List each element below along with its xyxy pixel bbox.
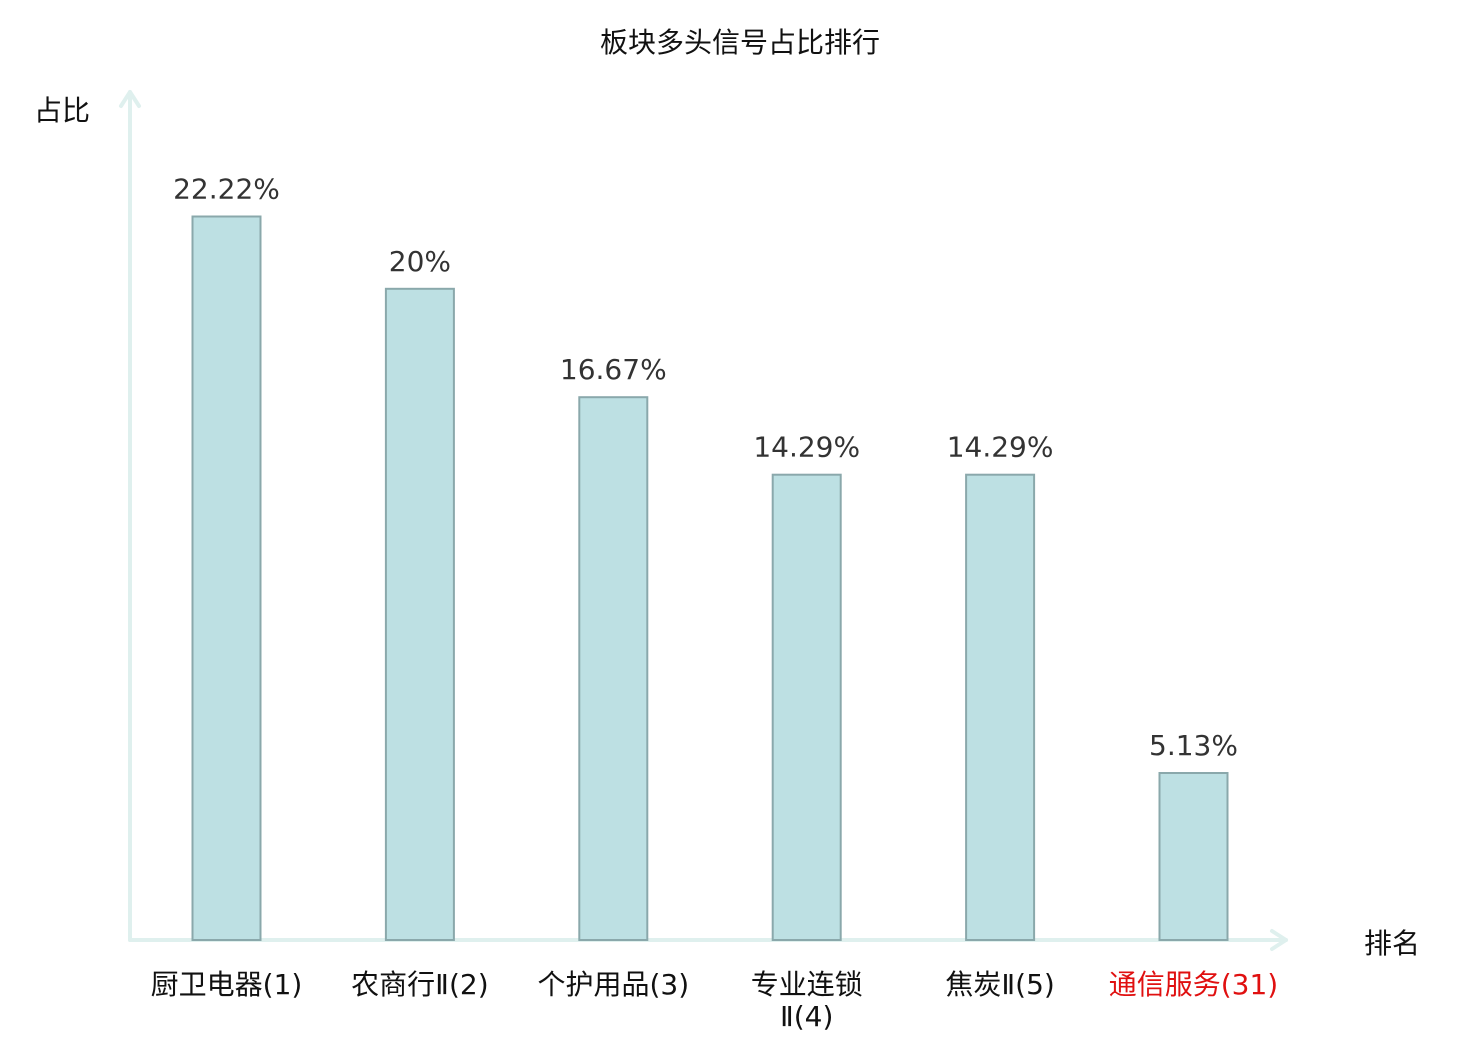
chart-title: 板块多头信号占比排行 (600, 26, 880, 59)
bar-3 (578, 396, 649, 941)
x-tick-label-2: 农商行Ⅱ(2) (351, 968, 488, 1001)
bar-6 (1158, 772, 1229, 941)
bar-value-label-2: 20% (389, 245, 451, 278)
x-tick-label-3: 个护用品(3) (537, 968, 689, 1001)
axes (119, 90, 1288, 951)
bar-value-label-5: 14.29% (947, 431, 1054, 464)
y-axis-label: 占比 (34, 94, 90, 127)
x-tick-label-4-line-2: Ⅱ(4) (780, 1000, 833, 1033)
x-tick-label-1: 厨卫电器(1) (151, 968, 303, 1001)
bar-2 (384, 287, 455, 941)
x-tick-label-4-line-1: 专业连锁 (751, 968, 863, 1001)
bar-value-label-4: 14.29% (753, 431, 860, 464)
bar-5 (965, 473, 1036, 941)
bar-value-label-6: 5.13% (1149, 729, 1238, 762)
x-axis-label: 排名 (1364, 927, 1420, 960)
y-axis-arrow (119, 90, 141, 108)
value-labels-layer: 22.22% 20% 16.67% 14.29% 14.29% 5.13% (173, 173, 1238, 763)
x-axis-arrow (1270, 929, 1288, 951)
bar-4 (771, 473, 842, 941)
bars-layer (191, 215, 1229, 941)
x-tick-label-5: 焦炭Ⅱ(5) (945, 968, 1054, 1001)
bar-value-label-1: 22.22% (173, 173, 280, 206)
bar-1 (191, 215, 262, 941)
x-tick-label-6: 通信服务(31) (1109, 968, 1278, 1001)
bar-value-label-3: 16.67% (560, 353, 667, 386)
